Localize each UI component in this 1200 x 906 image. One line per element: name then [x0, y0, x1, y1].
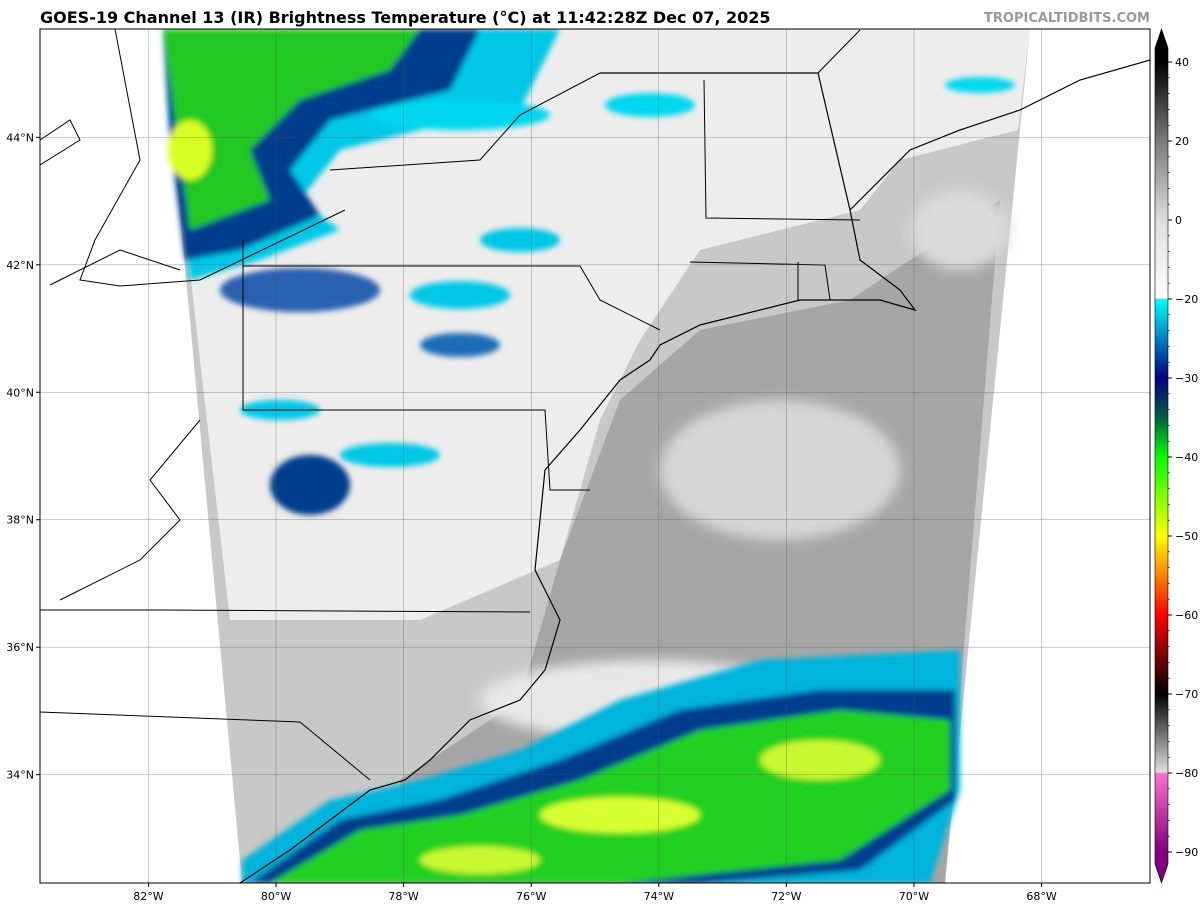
y-tick-label: 38°N — [6, 514, 34, 527]
southeast-cloud-band — [242, 650, 960, 883]
colorbar-tick-label: −90 — [1175, 846, 1198, 859]
colorbar-tick-label: 40 — [1175, 56, 1189, 69]
y-tick-label: 36°N — [6, 641, 34, 654]
colorbar-tick-label: −80 — [1175, 767, 1198, 780]
x-tick-label: 68°W — [1026, 890, 1056, 903]
colorbar-tick-label: −50 — [1175, 530, 1198, 543]
x-tick-label: 82°W — [133, 890, 163, 903]
colorbar-tick-label: −70 — [1175, 688, 1198, 701]
watermark: TROPICALTIDBITS.COM — [984, 11, 1150, 26]
colorbar-tick-label: −30 — [1175, 372, 1198, 385]
colorbar-tick-label: 0 — [1175, 214, 1182, 227]
y-tick-label: 44°N — [6, 131, 34, 144]
ocean-cloud — [910, 190, 1010, 270]
colorbar-tick-label: −20 — [1175, 293, 1198, 306]
x-tick-label: 74°W — [644, 890, 674, 903]
coastlines-and-borders — [40, 29, 1150, 883]
y-tick-label: 42°N — [6, 259, 34, 272]
colorbar-bar — [1154, 28, 1169, 884]
map-content — [40, 29, 1150, 883]
latitude-axis: 44°N 42°N 40°N 38°N 36°N 34°N — [6, 131, 40, 782]
x-tick-label: 78°W — [388, 890, 418, 903]
map-title: GOES-19 Channel 13 (IR) Brightness Tempe… — [40, 8, 771, 27]
x-tick-label: 76°W — [516, 890, 546, 903]
northwest-cloud-mass — [163, 29, 1015, 515]
y-tick-label: 34°N — [6, 769, 34, 782]
longitude-axis: 82°W 80°W 78°W 76°W 74°W 72°W 70°W 68°W — [133, 883, 1057, 903]
ocean-cloud-streaks — [660, 400, 900, 540]
map-frame — [39, 28, 1151, 884]
gridlines — [40, 29, 1150, 883]
x-tick-label: 80°W — [261, 890, 291, 903]
x-tick-label: 72°W — [771, 890, 801, 903]
land-cloud-white — [163, 29, 1030, 620]
y-tick-label: 40°N — [6, 386, 34, 399]
colorbar-tick-label: −60 — [1175, 609, 1198, 622]
colorbar: 40 20 0 −20 −30 −40 −50 −60 −70 −80 −90 — [1154, 28, 1198, 884]
colorbar-tick-label: 20 — [1175, 135, 1189, 148]
x-tick-label: 70°W — [899, 890, 929, 903]
colorbar-tick-label: −40 — [1175, 451, 1198, 464]
colorbar-ticks: 40 20 0 −20 −30 −40 −50 −60 −70 −80 −90 — [1168, 56, 1198, 859]
